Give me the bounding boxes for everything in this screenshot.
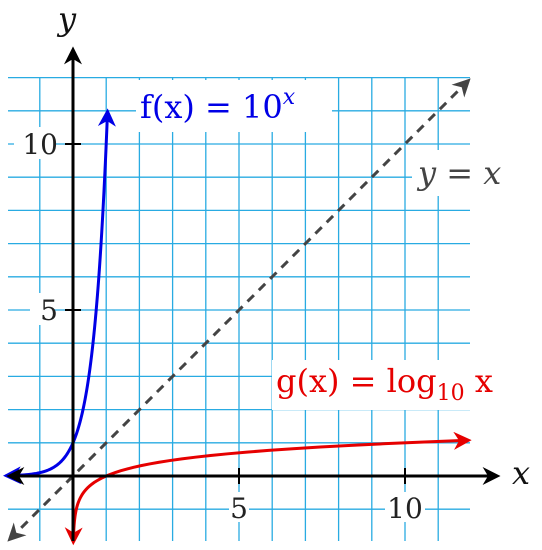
line-logarithm bbox=[64, 431, 472, 546]
ticks: 5 10 5 10 bbox=[14, 127, 425, 525]
x-tick-label-bg bbox=[385, 492, 425, 522]
y-tick-label: 10 bbox=[22, 128, 58, 161]
x-axis-label: x bbox=[512, 454, 530, 492]
y-axis-label: y bbox=[56, 0, 77, 38]
x-tick-label-bg bbox=[229, 492, 249, 522]
curves bbox=[3, 78, 472, 546]
x-tick-label: 10 bbox=[387, 492, 423, 525]
f-label: f(x) = 10x bbox=[140, 85, 296, 126]
y-tick-label-bg bbox=[14, 127, 56, 159]
line-identity bbox=[7, 78, 471, 542]
y-tick-label-bg bbox=[30, 293, 54, 325]
identity-label: y = x bbox=[416, 154, 501, 192]
x-tick-label: 5 bbox=[230, 492, 248, 525]
y-tick-label: 5 bbox=[40, 294, 58, 327]
axes bbox=[6, 46, 501, 541]
